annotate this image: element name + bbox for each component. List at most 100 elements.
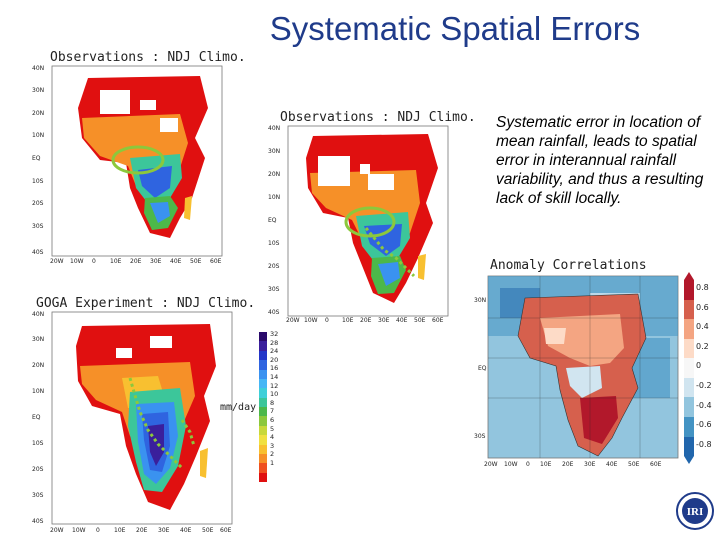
rain-colorbar-label: 8	[270, 398, 275, 407]
colorbar-swatch	[259, 369, 267, 379]
rain-colorbar-label: 32	[270, 330, 279, 338]
obs-map-2-title: Observations : NDJ Climo.	[280, 110, 476, 125]
lat-tick: EQ	[32, 155, 41, 162]
rain-colorbar-label: 4	[270, 433, 275, 442]
lon-tick: 20W	[286, 317, 300, 323]
lon-tick: 40E	[180, 527, 192, 534]
lon-tick: 10W	[72, 527, 86, 534]
colorbar-swatch	[259, 378, 267, 389]
lat-tick: 20S	[32, 466, 44, 473]
lat-tick: 30S	[32, 492, 44, 499]
colorbar-swatch	[259, 463, 267, 473]
lat-tick: 10S	[268, 240, 280, 247]
lat-tick: 10S	[32, 440, 44, 447]
rain-colorbar-label: 2	[270, 450, 275, 459]
colorbar-swatch	[684, 338, 694, 359]
lon-tick: 20E	[130, 258, 142, 263]
colorbar-swatch	[259, 332, 267, 342]
colorbar-swatch	[259, 435, 267, 445]
explanation-text: Systematic error in location of mean rai…	[496, 114, 704, 207]
obs-map-1: 40N 30N 20N 10N EQ 10S 20S 30S 40S 20W 1…	[32, 65, 223, 263]
rain-colorbar-label: 7	[270, 407, 275, 416]
colorbar-swatch	[259, 397, 267, 407]
lon-tick: 20E	[136, 527, 148, 534]
colorbar-swatch	[259, 425, 267, 436]
correlation-colorbar-label: 0.8	[696, 283, 709, 292]
goga-map-panel: GOGA Experiment : NDJ Climo. 40N 30N 20N…	[30, 296, 255, 536]
goga-map-lon-ticks: 20W 10W 0 10E 20E 30E 40E 50E 60E	[50, 527, 232, 534]
lat-tick: 30S	[268, 286, 280, 293]
correlation-colorbar-label: 0.2	[696, 341, 709, 351]
lon-tick: 30E	[150, 258, 162, 263]
lon-tick: 0	[92, 258, 96, 263]
correlation-colorbar-label: -0.8	[696, 439, 712, 449]
lon-tick: 40E	[170, 258, 182, 263]
obs-map-2-lat-ticks: 40N 30N 20N 10N EQ 10S 20S 30S 40S	[268, 125, 280, 316]
lat-tick: 30N	[32, 336, 44, 343]
iri-logo: IRI	[676, 492, 714, 530]
rain-colorbar-label: 5	[270, 424, 275, 433]
correlation-colorbar-label: -0.6	[696, 420, 712, 430]
rain-colorbar-label: 1	[270, 458, 275, 467]
colorbar-swatch	[259, 416, 267, 426]
rain-colorbar-label: 20	[270, 355, 279, 364]
lon-tick: 60E	[650, 461, 662, 468]
colorbar-swatch	[684, 358, 694, 378]
obs-map-1-lon-ticks: 20W 10W 0 10E 20E 30E 40E 50E 60E	[50, 258, 222, 263]
lon-tick: 0	[325, 317, 329, 323]
lon-tick: 20E	[562, 461, 574, 468]
colorbar-swatch	[684, 397, 694, 417]
correlation-colorbar	[684, 272, 694, 464]
colorbar-swatch	[259, 360, 267, 370]
lat-tick: 40S	[32, 249, 44, 256]
lon-tick: 10E	[342, 317, 354, 323]
obs-map-panel-2: Observations : NDJ Climo. 40N 30N 20N 10…	[268, 108, 476, 323]
lon-tick: 20E	[360, 317, 372, 323]
rain-colorbar-label: 14	[270, 372, 279, 381]
colorbar-swatch	[259, 444, 267, 454]
obs-map-2-lon-ticks: 20W 10W 0 10E 20E 30E 40E 50E 60E	[286, 317, 444, 323]
colorbar-swatch	[259, 350, 267, 361]
lon-tick: 60E	[220, 527, 232, 534]
lat-tick: 20N	[268, 171, 280, 178]
slide-title: Systematic Spatial Errors	[269, 10, 641, 47]
lat-tick: 10N	[32, 388, 44, 395]
lon-tick: 20W	[50, 527, 64, 534]
lon-tick: 0	[96, 527, 100, 534]
colorbar-swatch	[684, 416, 694, 437]
colorbar-swatch	[684, 377, 694, 398]
anomaly-map: 30N EQ 30S 20W 10W 0 10E 20E 30E 40E 50E…	[474, 275, 679, 468]
lat-tick: 30S	[474, 433, 486, 440]
lat-tick: 30N	[268, 148, 280, 155]
rain-colorbar-label: 24	[270, 347, 279, 356]
lat-tick: 10S	[32, 178, 44, 185]
lon-tick: 10W	[504, 461, 518, 468]
lon-tick: 10E	[540, 461, 552, 468]
anomaly-map-title: Anomaly Correlations	[490, 258, 647, 273]
colorbar-swatch	[259, 407, 267, 417]
correlation-colorbar-label: -0.2	[696, 380, 712, 390]
lat-tick: 30N	[32, 87, 44, 94]
correlation-colorbar-labels: 0.8 0.6 0.4 0.2 0 -0.2 -0.4 -0.6 -0.8	[696, 278, 712, 454]
rain-colorbar-label: 12	[270, 381, 279, 390]
lon-tick: 20W	[484, 461, 498, 468]
lon-tick: 30E	[158, 527, 170, 534]
rain-units-label: mm/day	[220, 402, 257, 413]
lon-tick: 50E	[628, 461, 640, 468]
lon-tick: 60E	[210, 258, 222, 263]
lon-tick: 30E	[584, 461, 596, 468]
rain-colorbar-labels: 32 28 24 20 16 14 12 10 8 7 6 5 4 3 2 1	[270, 330, 278, 468]
goga-map: 40N 30N 20N 10N EQ 10S 20S 30S 40S 20W 1…	[32, 311, 233, 534]
anomaly-map-lat-ticks: 30N EQ 30S	[474, 297, 487, 440]
lat-tick: 20S	[268, 263, 280, 270]
iri-logo-text: IRI	[687, 506, 704, 518]
rain-colorbar-label: 6	[270, 415, 275, 424]
lat-tick: EQ	[478, 365, 487, 372]
lat-tick: 10N	[268, 194, 280, 201]
lat-tick: 20N	[32, 362, 44, 369]
lon-tick: 60E	[432, 317, 444, 323]
colorbar-swatch	[684, 436, 694, 457]
lon-tick: 10W	[70, 258, 84, 263]
goga-map-title: GOGA Experiment : NDJ Climo.	[36, 296, 256, 311]
colorbar-swatch	[259, 472, 267, 482]
